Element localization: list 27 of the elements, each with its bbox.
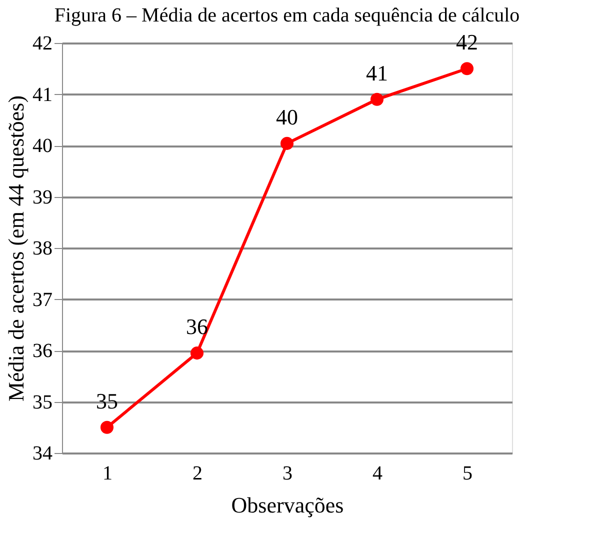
data-label: 42: [456, 30, 478, 55]
x-tick-label: 1: [102, 462, 112, 484]
y-tick-label: 36: [32, 340, 52, 362]
x-tick-label: 2: [192, 462, 202, 484]
y-tick-label: 38: [32, 238, 52, 260]
y-tick-label: 40: [32, 135, 52, 157]
y-tick-label: 34: [32, 442, 52, 464]
x-tick-label: 3: [282, 462, 292, 484]
point: [460, 62, 474, 76]
point: [190, 346, 204, 360]
data-label: 41: [366, 60, 388, 86]
data-label: 36: [186, 314, 208, 340]
chart-title: Figura 6 – Média de acertos em cada sequência de cálculo: [54, 4, 520, 27]
y-tick-label: 42: [32, 32, 52, 54]
data-label: 40: [276, 104, 298, 130]
point: [370, 92, 384, 106]
point: [100, 420, 114, 434]
y-axis-title: Média de acertos (em 44 questões): [4, 95, 28, 402]
x-tick-label: 5: [462, 462, 472, 484]
x-tick-label: 4: [372, 462, 382, 484]
point: [280, 136, 294, 150]
y-tick-label: 39: [32, 186, 52, 208]
data-label: 35: [96, 388, 118, 414]
y-tick-label: 41: [32, 84, 52, 106]
y-tick-label: 37: [32, 288, 52, 311]
x-axis-title: Observações: [231, 492, 344, 518]
y-tick-label: 35: [32, 391, 52, 414]
